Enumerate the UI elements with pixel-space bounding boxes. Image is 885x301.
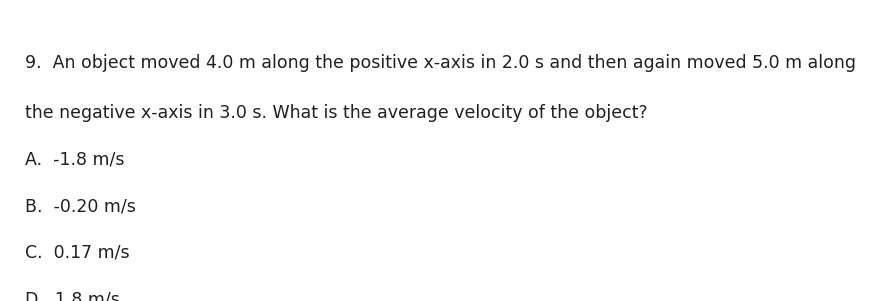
- Text: the negative x-axis in 3.0 s. What is the average velocity of the object?: the negative x-axis in 3.0 s. What is th…: [25, 104, 648, 122]
- Text: D.  1.8 m/s: D. 1.8 m/s: [25, 290, 119, 301]
- Text: 9.  An object moved 4.0 m along the positive x-axis in 2.0 s and then again move: 9. An object moved 4.0 m along the posit…: [25, 54, 856, 72]
- Text: C.  0.17 m/s: C. 0.17 m/s: [25, 244, 129, 262]
- Text: B.  -0.20 m/s: B. -0.20 m/s: [25, 197, 135, 215]
- Text: A.  -1.8 m/s: A. -1.8 m/s: [25, 150, 124, 169]
